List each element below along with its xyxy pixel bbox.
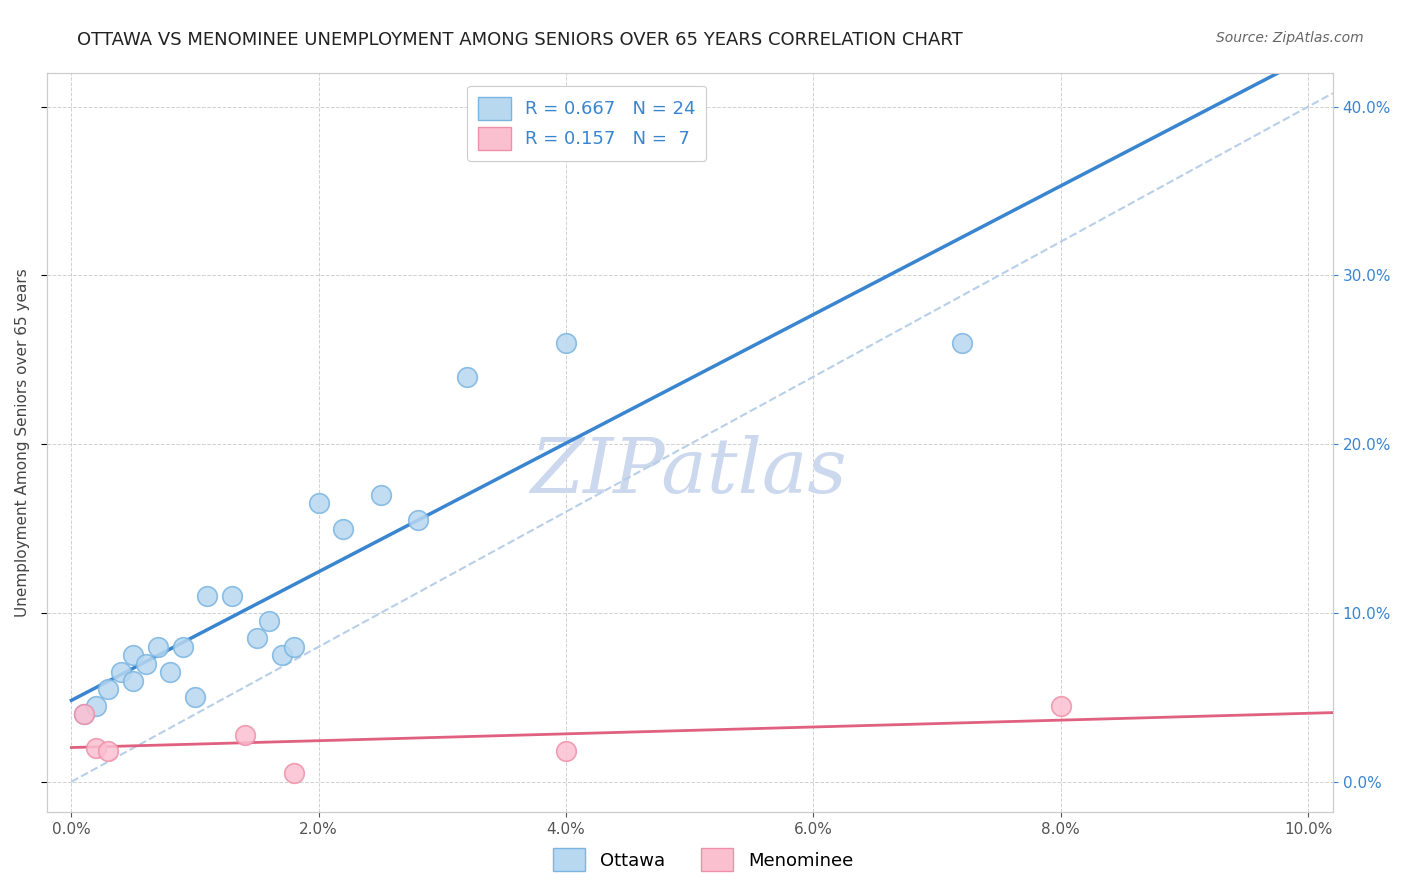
Point bbox=[406, 513, 429, 527]
Point bbox=[555, 744, 578, 758]
Point bbox=[146, 640, 169, 654]
Point bbox=[555, 336, 578, 351]
Legend: R = 0.667   N = 24, R = 0.157   N =  7: R = 0.667 N = 24, R = 0.157 N = 7 bbox=[467, 86, 706, 161]
Point bbox=[184, 690, 207, 705]
Point bbox=[97, 681, 120, 696]
Text: Source: ZipAtlas.com: Source: ZipAtlas.com bbox=[1216, 31, 1364, 45]
Point bbox=[332, 522, 354, 536]
Point bbox=[270, 648, 292, 663]
Point bbox=[233, 727, 256, 741]
Text: OTTAWA VS MENOMINEE UNEMPLOYMENT AMONG SENIORS OVER 65 YEARS CORRELATION CHART: OTTAWA VS MENOMINEE UNEMPLOYMENT AMONG S… bbox=[77, 31, 963, 49]
Point bbox=[172, 640, 194, 654]
Point bbox=[259, 615, 281, 629]
Y-axis label: Unemployment Among Seniors over 65 years: Unemployment Among Seniors over 65 years bbox=[15, 268, 30, 617]
Point bbox=[73, 707, 96, 722]
Point bbox=[308, 496, 330, 510]
Point bbox=[122, 648, 145, 663]
Point bbox=[197, 589, 219, 603]
Point bbox=[283, 766, 305, 780]
Point bbox=[84, 741, 107, 756]
Point bbox=[221, 589, 243, 603]
Point bbox=[246, 632, 269, 646]
Legend: Ottawa, Menominee: Ottawa, Menominee bbox=[546, 841, 860, 879]
Point bbox=[73, 707, 96, 722]
Point bbox=[110, 665, 132, 679]
Point bbox=[97, 744, 120, 758]
Point bbox=[456, 369, 478, 384]
Point bbox=[950, 336, 973, 351]
Point bbox=[135, 657, 157, 671]
Point bbox=[370, 488, 392, 502]
Point bbox=[1049, 698, 1071, 713]
Point bbox=[84, 698, 107, 713]
Point bbox=[122, 673, 145, 688]
Text: ZIPatlas: ZIPatlas bbox=[531, 435, 848, 509]
Point bbox=[283, 640, 305, 654]
Point bbox=[159, 665, 181, 679]
